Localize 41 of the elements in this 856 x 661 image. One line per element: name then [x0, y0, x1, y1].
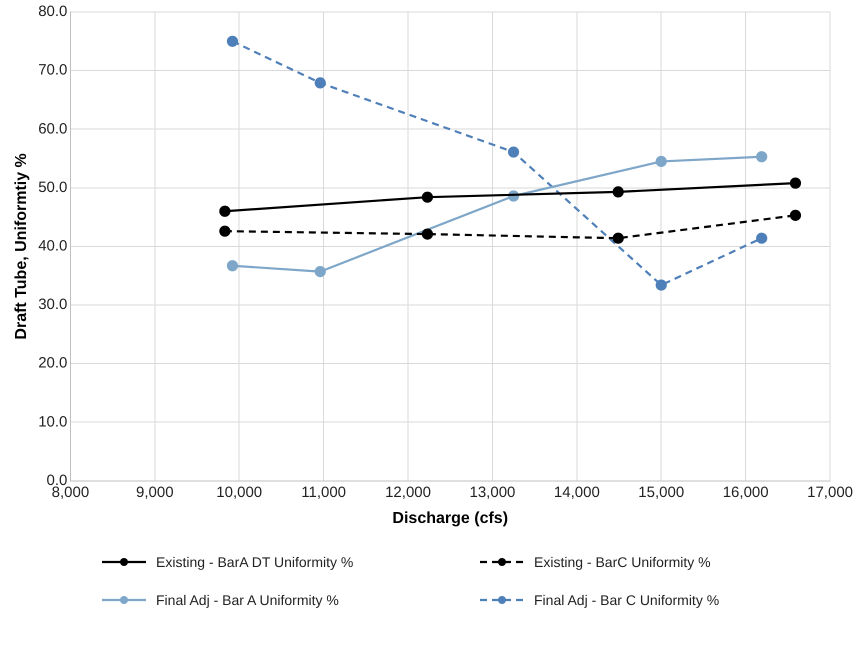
x-tick-label: 10,000 — [216, 484, 262, 501]
point — [790, 210, 802, 221]
point — [790, 178, 802, 189]
legend-label: Final Adj - Bar A Uniformity % — [156, 592, 339, 608]
point — [226, 36, 238, 47]
legend-label: Final Adj - Bar C Uniformity % — [534, 592, 720, 608]
x-tick-label: 14,000 — [554, 484, 600, 501]
y-tick-label: 60.0 — [38, 120, 68, 138]
x-tick-label: 15,000 — [638, 484, 684, 501]
x-tick-label: 16,000 — [722, 484, 769, 501]
point — [422, 228, 434, 240]
x-tick-label: 11,000 — [301, 484, 346, 501]
x-axis-title: Discharge (cfs) — [392, 510, 508, 527]
point — [219, 206, 230, 217]
x-tick-label: 8,000 — [52, 484, 90, 501]
point — [656, 156, 667, 168]
point — [314, 77, 326, 89]
point — [219, 226, 230, 237]
y-tick-label: 10.0 — [38, 413, 68, 430]
point — [508, 146, 520, 158]
point — [422, 192, 434, 203]
point — [656, 279, 667, 291]
y-tick-label: 50.0 — [38, 178, 68, 196]
y-tick-label: 20.0 — [38, 354, 68, 372]
x-tick-label: 13,000 — [469, 484, 516, 501]
y-tick-label: 80.0 — [38, 3, 68, 20]
y-axis-title: Draft Tube, Uniformtiy % — [13, 153, 30, 340]
point — [314, 266, 326, 278]
point — [756, 151, 768, 162]
y-tick-label: 30.0 — [38, 296, 68, 314]
y-tick-label: 70.0 — [38, 62, 68, 79]
point — [612, 186, 624, 198]
legend-label: Existing - BarA DT Uniformity % — [156, 554, 354, 570]
x-tick-label: 17,000 — [807, 484, 854, 501]
point — [612, 232, 624, 244]
x-tick-label: 9,000 — [136, 484, 174, 501]
point — [756, 232, 768, 244]
point — [226, 260, 238, 272]
y-tick-label: 40.0 — [38, 238, 68, 255]
x-tick-label: 12,000 — [385, 484, 431, 501]
legend-label: Existing - BarC Uniformity % — [534, 554, 711, 570]
